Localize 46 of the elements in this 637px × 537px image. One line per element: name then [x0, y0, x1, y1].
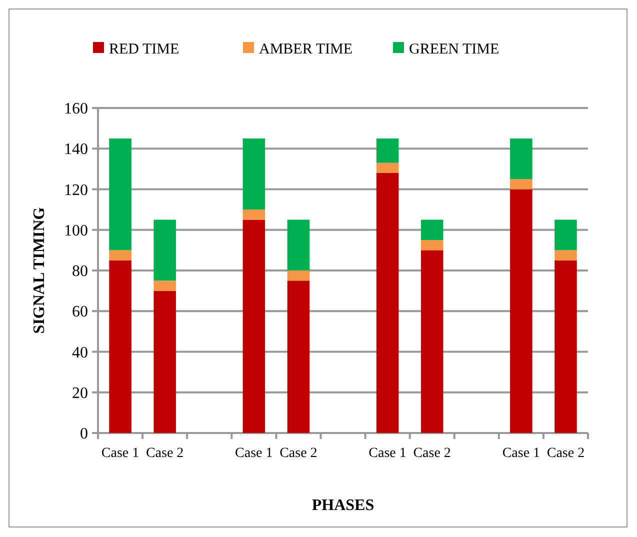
bar	[420, 250, 444, 433]
legend-label: RED TIME	[109, 41, 180, 58]
bar	[420, 240, 444, 250]
bar	[287, 220, 310, 270]
bar	[510, 179, 532, 190]
legend-label: AMBER TIME	[259, 41, 352, 58]
bar	[510, 189, 532, 433]
bar	[510, 138, 532, 180]
bar	[109, 138, 132, 250]
bar	[109, 260, 132, 433]
x-axis-title: PHASES	[312, 497, 374, 514]
bar	[554, 260, 577, 433]
bar	[376, 173, 399, 433]
y-tick-label: 120	[64, 182, 88, 199]
x-tick-label: Case 2	[546, 446, 585, 461]
bar	[242, 220, 266, 433]
x-tick-label: Case 2	[146, 446, 184, 461]
y-tick-label: 160	[64, 100, 88, 118]
x-tick-label: Case 2	[413, 446, 451, 461]
x-tick-label: Case 1	[368, 446, 406, 461]
x-tick-label: Case 1	[235, 446, 273, 461]
bar	[242, 138, 266, 210]
bar	[154, 280, 176, 291]
y-tick-label: 20	[72, 384, 88, 402]
legend-label: GREEN TIME	[409, 41, 500, 58]
x-tick-label: Case 2	[280, 446, 318, 461]
bar	[287, 270, 310, 281]
bar	[554, 220, 577, 250]
bar	[287, 280, 310, 433]
bar	[376, 138, 399, 163]
bar	[420, 220, 444, 240]
bar	[109, 250, 132, 260]
bar	[154, 220, 176, 281]
y-tick-label: 0	[80, 426, 88, 443]
bar	[242, 210, 266, 220]
y-tick-label: 60	[72, 304, 88, 321]
x-tick-label: Case 1	[101, 446, 140, 461]
bar	[554, 250, 577, 260]
y-tick-label: 100	[64, 222, 88, 240]
y-axis-title: SIGNAL TIMING	[31, 206, 48, 334]
x-tick-label: Case 1	[502, 446, 540, 461]
y-tick-label: 140	[64, 141, 88, 158]
y-tick-label: 80	[72, 263, 88, 280]
bar	[154, 290, 176, 433]
y-tick-label: 40	[72, 344, 88, 362]
bar	[376, 162, 399, 173]
